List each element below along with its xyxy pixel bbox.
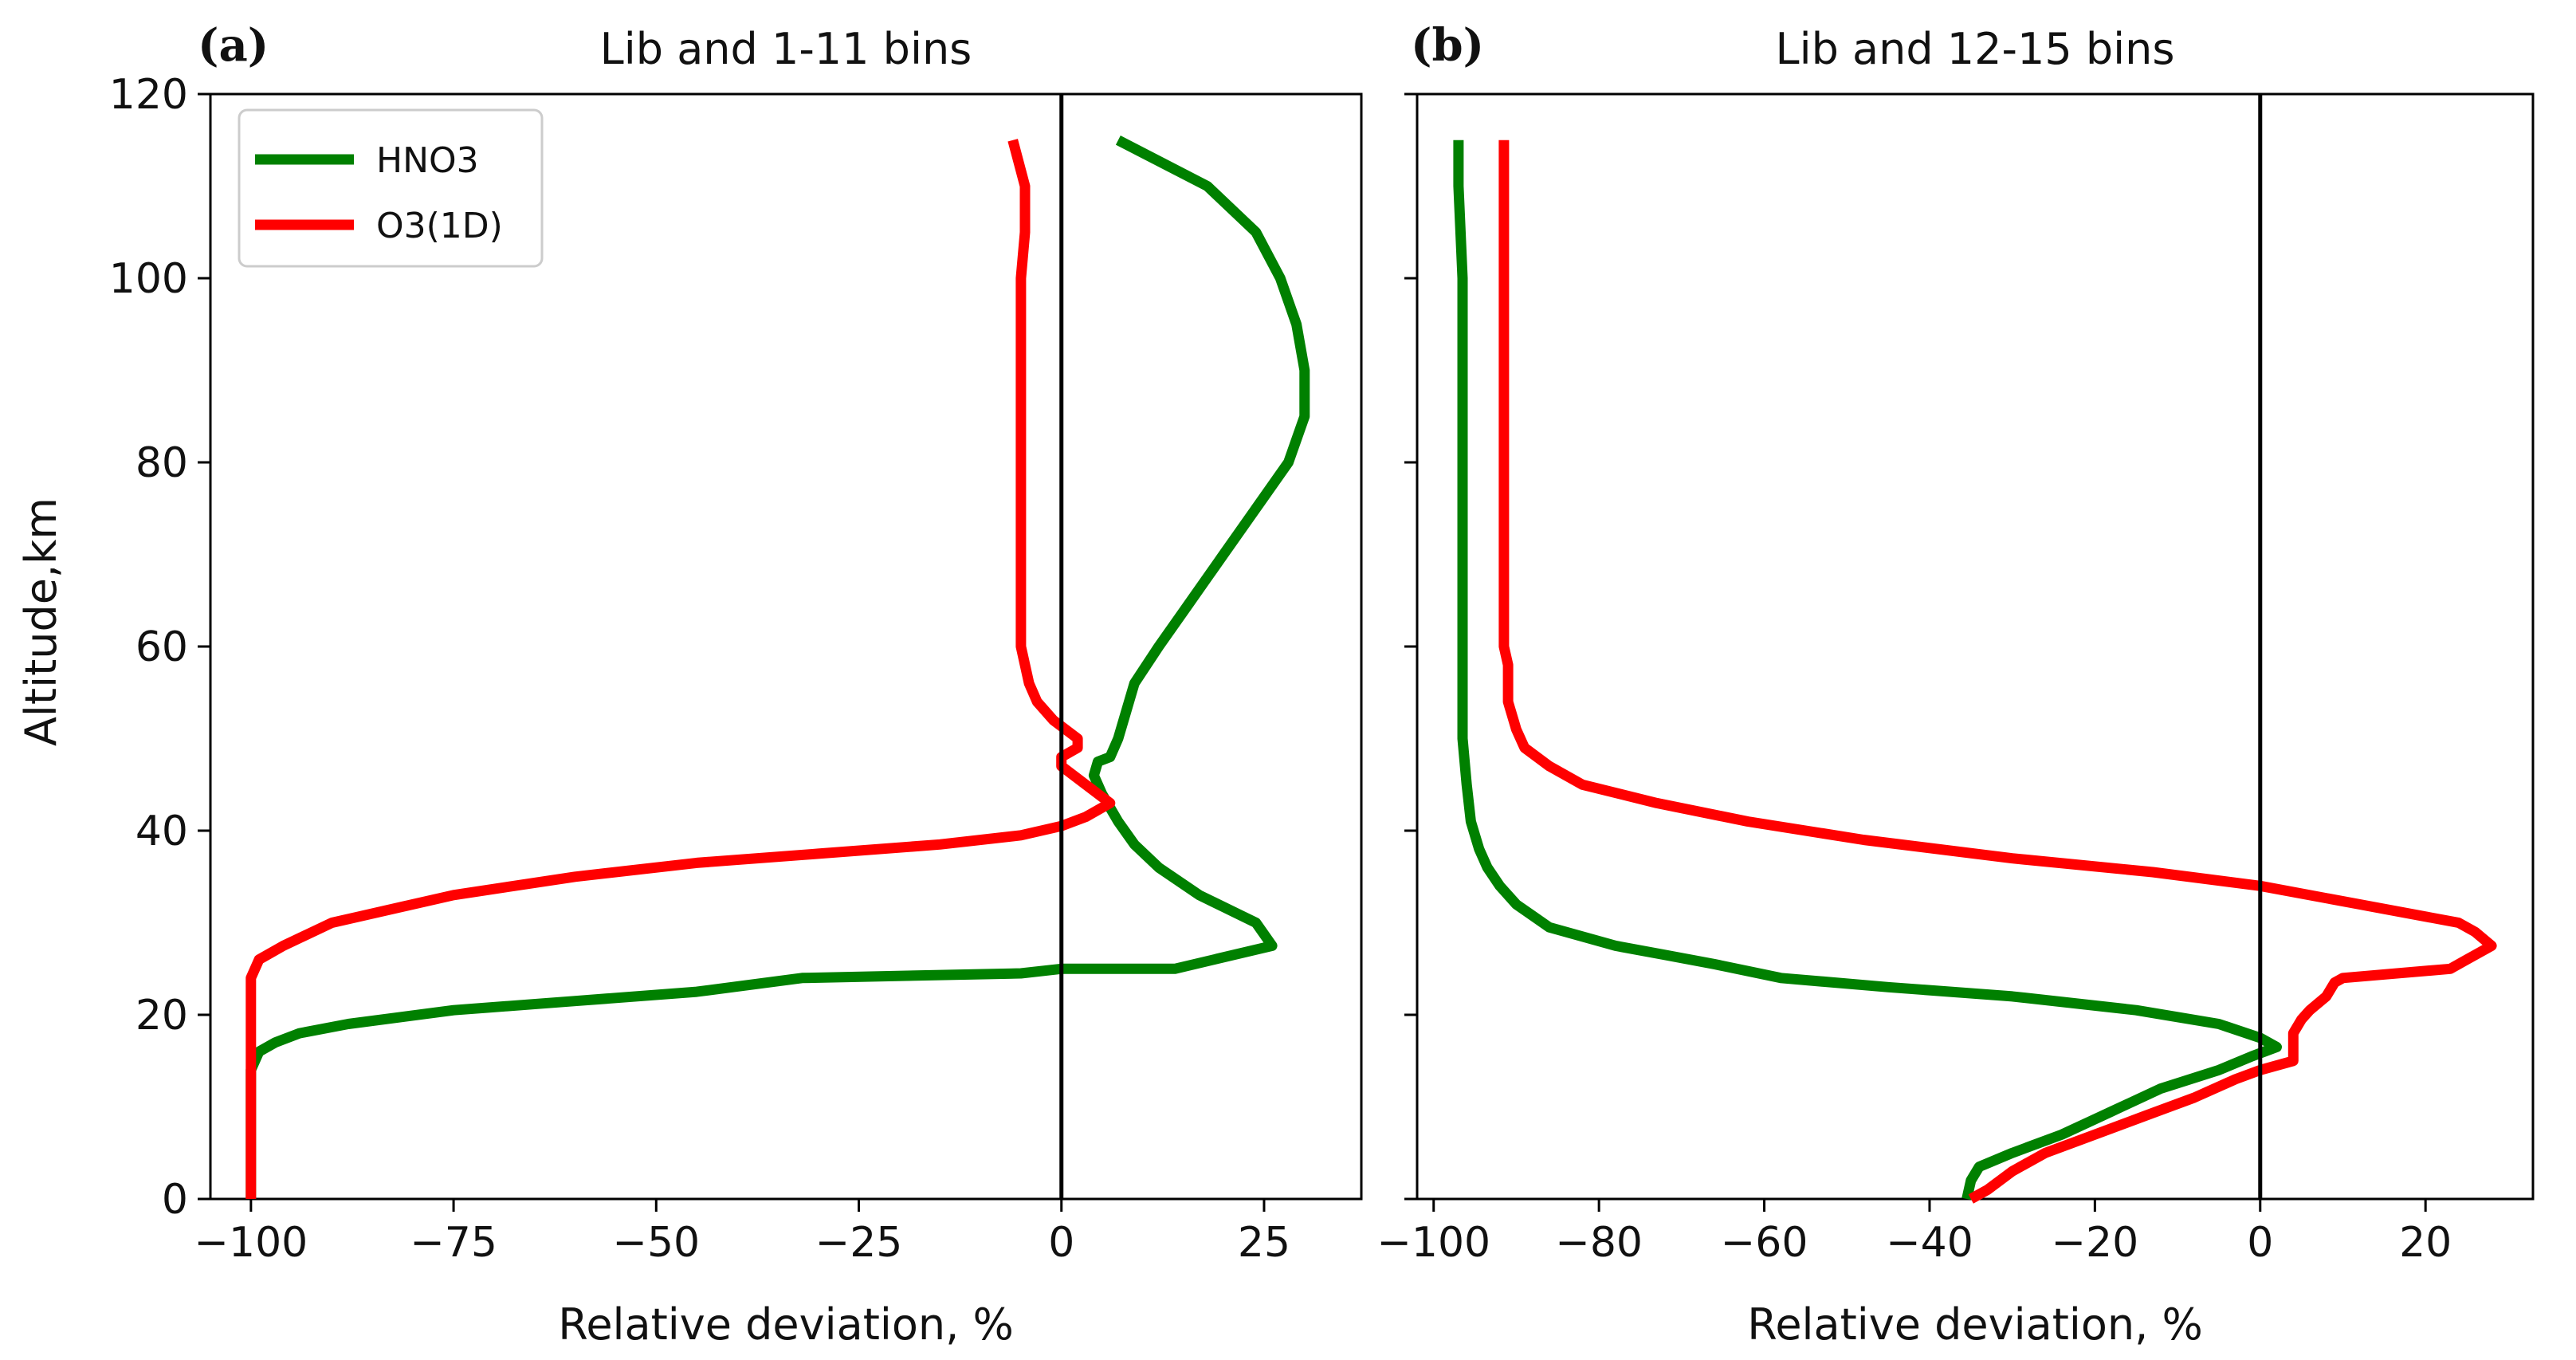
panel-b-series-o3-1d-line (1498, 140, 2497, 1204)
panel-b: (b) Lib and 12-15 bins Relative deviatio… (1376, 19, 2535, 1350)
panel-a-series-hno3-line (245, 136, 1310, 1199)
panel-a-title: Lib and 1-11 bins (600, 24, 972, 74)
panel-a-y-tick-label: 120 (109, 71, 188, 119)
panel-b-x-tick-label: −80 (1555, 1219, 1643, 1267)
panel-b-x-tick-label: −20 (2051, 1219, 2138, 1267)
panel-b-x-tick-label: −40 (1886, 1219, 1973, 1267)
panel-b-title: Lib and 12-15 bins (1775, 24, 2174, 74)
panel-b-label: (b) (1411, 19, 1484, 72)
panel-b-x-tick-label: 0 (2247, 1219, 2273, 1267)
panel-a-x-tick-label: −100 (194, 1219, 308, 1267)
panel-a-x-axis-label: Relative deviation, % (558, 1299, 1014, 1350)
panel-a-series-o3-1d-line (245, 139, 1116, 1199)
panel-a-x-tick-label: 25 (1238, 1219, 1290, 1267)
panel-a-x-tick-label: 0 (1048, 1219, 1074, 1267)
panel-a: (a) Lib and 1-11 bins Altitude,km Relati… (16, 19, 1363, 1350)
panel-a-y-tick-label: 40 (135, 808, 188, 855)
panel-a-y-tick-label: 80 (135, 439, 188, 487)
panel-b-x-tick-label: −100 (1376, 1219, 1490, 1267)
panel-a-label: (a) (198, 19, 269, 72)
panel-a-y-tick-label: 60 (135, 623, 188, 671)
panel-a-y-tick-label: 0 (162, 1176, 188, 1224)
panel-a-y-tick-label: 100 (109, 255, 188, 303)
panel-a-legend-label: HNO3 (376, 140, 479, 181)
panel-b-x-axis-label: Relative deviation, % (1747, 1299, 2203, 1350)
panel-a-legend-label: O3(1D) (376, 206, 503, 246)
panel-a-x-tick-label: −75 (410, 1219, 497, 1267)
panel-b-x-tick-label: −60 (1721, 1219, 1808, 1267)
panel-b-series-hno3-line (1453, 140, 2282, 1201)
panel-b-x-tick-label: 20 (2399, 1219, 2452, 1267)
panel-b-plot-frame (1416, 92, 2535, 1201)
panel-a-x-tick-label: −50 (612, 1219, 700, 1267)
panel-a-y-tick-label: 20 (135, 992, 188, 1040)
panel-a-y-axis-label: Altitude,km (16, 497, 66, 746)
panel-a-x-tick-label: −25 (815, 1219, 903, 1267)
